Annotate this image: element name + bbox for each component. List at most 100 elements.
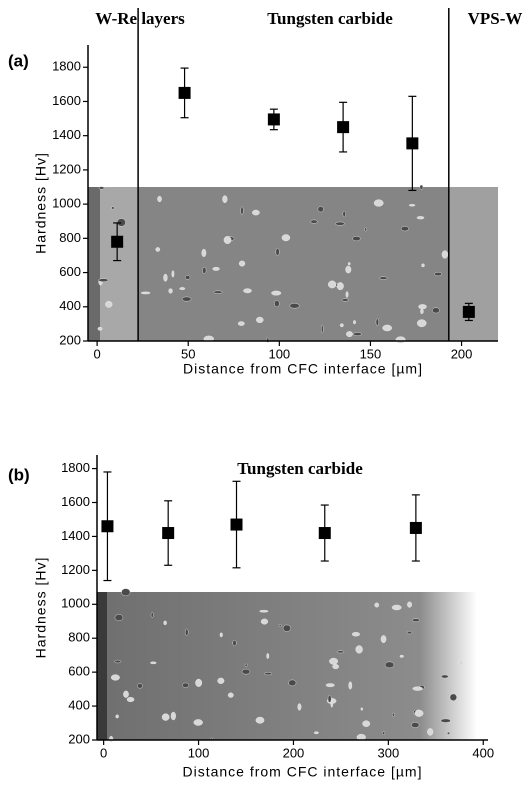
y-tick-label: 1000 — [52, 196, 81, 211]
marker — [406, 137, 419, 150]
sem-speck — [339, 323, 344, 328]
x-tick-label: 100 — [188, 745, 210, 760]
panel-label: (b) — [8, 465, 30, 484]
sem-speck — [412, 686, 423, 691]
sem-speck — [332, 664, 340, 670]
annotation: W-Re layers — [95, 9, 185, 28]
y-tick-label: 200 — [59, 332, 81, 347]
sem-speck — [155, 247, 161, 252]
sem-speck — [325, 683, 335, 688]
sem-speck — [355, 645, 363, 654]
sem-speck — [382, 731, 386, 735]
sem-speck — [157, 195, 162, 203]
sem-speck — [217, 677, 225, 684]
sem-speck — [266, 653, 270, 659]
y-tick-label: 1800 — [61, 460, 90, 475]
sem-speck — [237, 321, 245, 326]
sem-speck — [310, 219, 318, 224]
sem-speck — [98, 278, 109, 282]
sem-speck — [241, 668, 251, 675]
marker — [337, 121, 350, 134]
y-tick-label: 1400 — [52, 127, 81, 142]
sem-speck — [440, 718, 451, 723]
sem-speck — [449, 693, 457, 701]
sem-speck — [281, 234, 291, 242]
panel-label: (a) — [8, 51, 29, 70]
sem-speck — [336, 282, 344, 291]
sem-speck — [115, 714, 119, 719]
sem-speck — [202, 267, 207, 274]
sem-speck — [232, 639, 237, 647]
sem-speck — [219, 632, 223, 638]
sem-speck — [434, 272, 443, 277]
sem-speck — [259, 609, 269, 613]
sem-speck — [105, 300, 113, 308]
sem-speck — [137, 683, 143, 689]
sem-speck — [416, 319, 427, 328]
sem-speck — [352, 236, 361, 242]
sem-speck — [342, 210, 346, 218]
sem-speck — [420, 308, 424, 315]
sem-speck — [264, 672, 273, 676]
y-tick-label: 400 — [68, 698, 90, 713]
sem-speck — [213, 290, 223, 294]
sem-speck — [271, 290, 282, 296]
sem-speck — [170, 711, 176, 721]
x-tick-label: 100 — [268, 346, 290, 361]
sem-speck — [441, 674, 449, 679]
sem-speck — [150, 612, 154, 618]
sem-speck — [244, 663, 248, 667]
sem-speck — [327, 694, 332, 703]
sem-speck — [171, 270, 175, 278]
sem-speck — [278, 624, 282, 627]
sem-speck — [114, 614, 124, 622]
sem-speck — [416, 709, 421, 716]
x-tick-label: 50 — [181, 346, 195, 361]
y-tick-label: 800 — [59, 230, 81, 245]
sem-speck — [140, 291, 151, 295]
sem-speck — [353, 320, 356, 325]
sem-speck — [427, 728, 434, 736]
sem-speck — [421, 263, 425, 268]
y-axis-label: Hardness [Hv] — [33, 152, 49, 254]
sem-speck — [126, 697, 135, 703]
annotation: VPS-W — [468, 9, 523, 28]
marker — [409, 521, 422, 534]
y-tick-label: 200 — [68, 731, 90, 746]
y-tick-label: 600 — [68, 664, 90, 679]
sem-speck — [185, 275, 191, 280]
sem-speck — [255, 716, 265, 724]
sem-speck — [288, 679, 297, 687]
sem-speck — [297, 703, 302, 711]
sem-speck — [416, 216, 425, 220]
sem-speck — [400, 226, 409, 232]
sem-speck — [373, 199, 384, 207]
sem-speck — [399, 654, 404, 658]
sem-speck — [114, 659, 122, 664]
sem-speck — [313, 731, 319, 735]
y-tick-label: 1200 — [61, 562, 90, 577]
sem-speck — [184, 628, 189, 636]
sem-speck — [374, 602, 380, 608]
sem-speck — [441, 250, 449, 259]
sem-speck — [329, 657, 338, 665]
sem-image-b — [97, 592, 477, 740]
sem-speck — [182, 682, 190, 688]
sem-speck — [181, 296, 192, 302]
sem-speck — [328, 280, 337, 289]
sem-speck — [163, 620, 167, 626]
sem-speck — [289, 303, 300, 309]
sem-speck — [111, 206, 115, 210]
sem-speck — [321, 325, 324, 333]
sem-speck — [317, 206, 324, 213]
sem-speck — [411, 618, 421, 622]
sem-speck — [375, 318, 380, 326]
sem-speck — [243, 288, 252, 294]
sem-speck — [418, 304, 427, 310]
sem-speck — [407, 601, 412, 608]
sem-speck — [109, 735, 114, 743]
sem-speck — [150, 661, 157, 665]
sem-speck — [392, 712, 395, 717]
sem-speck — [360, 707, 364, 711]
